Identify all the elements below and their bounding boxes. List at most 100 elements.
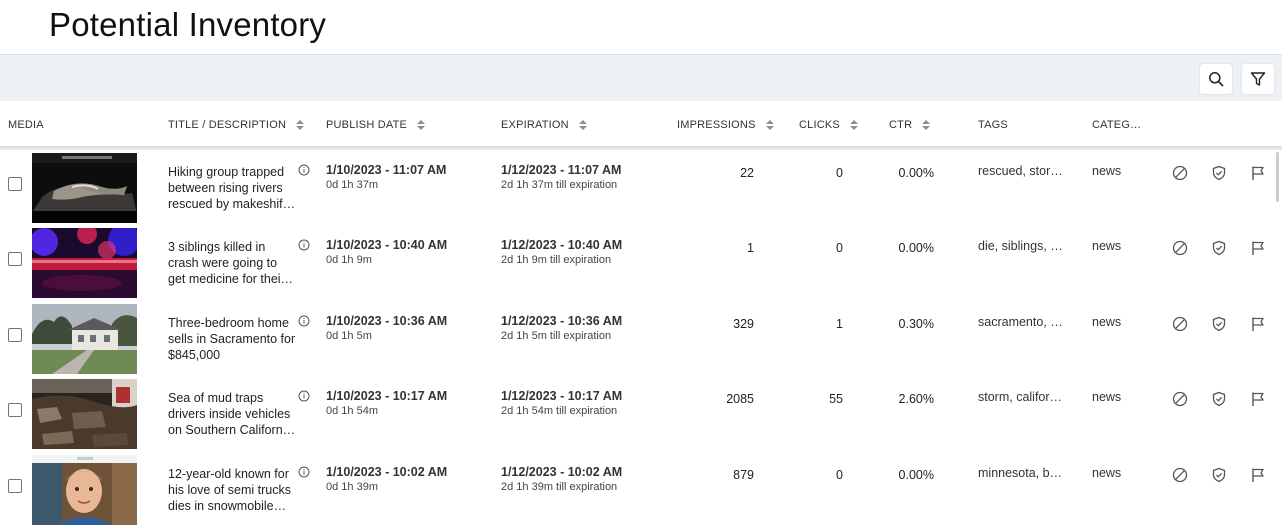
category-value: news (1092, 164, 1122, 178)
block-icon[interactable] (1172, 467, 1188, 483)
thumbnail-image[interactable] (32, 228, 137, 298)
publish-age: 0d 1h 37m (326, 179, 378, 191)
row-title[interactable]: Sea of mud traps drivers inside vehicles… (168, 391, 296, 437)
clicks-value: 1 (836, 317, 843, 331)
block-icon[interactable] (1172, 240, 1188, 256)
filter-icon (1250, 72, 1266, 86)
info-icon[interactable] (298, 466, 310, 478)
column-ctr[interactable]: CTR (889, 119, 931, 131)
category-value: news (1092, 239, 1122, 253)
expiration-date: 1/12/2023 - 11:07 AM (501, 163, 622, 177)
flag-icon[interactable] (1250, 165, 1266, 181)
ctr-value: 0.00% (898, 468, 934, 482)
table-row[interactable]: Hiking group trapped between rising rive… (0, 147, 1282, 223)
shield-check-icon[interactable] (1211, 165, 1227, 181)
column-expiration-label: EXPIRATION (501, 119, 569, 131)
column-title-label: TITLE / DESCRIPTION (168, 119, 287, 131)
info-icon[interactable] (298, 390, 310, 402)
block-icon[interactable] (1172, 165, 1188, 181)
publish-date: 1/10/2023 - 11:07 AM (326, 163, 447, 177)
filter-button[interactable] (1241, 63, 1275, 95)
expiration-remaining: 2d 1h 37m till expiration (501, 179, 618, 191)
row-checkbox[interactable] (8, 479, 22, 493)
column-media-label: MEDIA (8, 119, 44, 131)
impressions-value: 2085 (726, 392, 754, 406)
thumbnail-image[interactable] (32, 379, 137, 449)
search-button[interactable] (1199, 63, 1233, 95)
expiration-remaining: 2d 1h 54m till expiration (501, 405, 618, 417)
publish-age: 0d 1h 9m (326, 254, 372, 266)
column-category-label: CATEG… (1092, 119, 1142, 131)
expiration-date: 1/12/2023 - 10:36 AM (501, 314, 623, 328)
thumbnail-image[interactable] (32, 455, 137, 525)
column-expiration[interactable]: EXPIRATION (501, 119, 587, 131)
clicks-value: 0 (836, 166, 843, 180)
impressions-value: 329 (733, 317, 754, 331)
publish-age: 0d 1h 54m (326, 405, 378, 417)
flag-icon[interactable] (1250, 240, 1266, 256)
flag-icon[interactable] (1250, 391, 1266, 407)
category-value: news (1092, 390, 1122, 404)
block-icon[interactable] (1172, 316, 1188, 332)
info-icon[interactable] (298, 164, 310, 176)
sort-icon[interactable] (578, 120, 587, 130)
shield-check-icon[interactable] (1211, 391, 1227, 407)
table-row[interactable]: Three-bedroom home sells in Sacramento f… (0, 298, 1282, 374)
impressions-value: 22 (740, 166, 754, 180)
expiration-remaining: 2d 1h 39m till expiration (501, 481, 618, 493)
table-row[interactable]: Sea of mud traps drivers inside vehicles… (0, 373, 1282, 449)
sort-icon[interactable] (417, 120, 426, 130)
row-title[interactable]: Hiking group trapped between rising rive… (168, 165, 296, 211)
table-row[interactable]: 3 siblings killed in crash were going to… (0, 222, 1282, 298)
publish-age: 0d 1h 5m (326, 330, 372, 342)
shield-check-icon[interactable] (1211, 316, 1227, 332)
tags-value: minnesota, b… (978, 466, 1063, 480)
thumbnail-image[interactable] (32, 153, 137, 223)
table-row[interactable]: 12-year-old known for his love of semi t… (0, 449, 1282, 525)
ctr-value: 2.60% (898, 392, 934, 406)
flag-icon[interactable] (1250, 467, 1266, 483)
row-checkbox[interactable] (8, 252, 22, 266)
sort-icon[interactable] (849, 120, 858, 130)
column-media: MEDIA (8, 119, 44, 131)
category-value: news (1092, 466, 1122, 480)
table-header: MEDIA TITLE / DESCRIPTION PUBLISH DATE E… (0, 101, 1282, 147)
row-checkbox[interactable] (8, 328, 22, 342)
expiration-date: 1/12/2023 - 10:17 AM (501, 389, 623, 403)
clicks-value: 0 (836, 468, 843, 482)
shield-check-icon[interactable] (1211, 240, 1227, 256)
sort-icon[interactable] (765, 120, 774, 130)
thumbnail-image[interactable] (32, 304, 137, 374)
row-title[interactable]: Three-bedroom home sells in Sacramento f… (168, 316, 296, 362)
sort-icon[interactable] (296, 120, 305, 130)
row-checkbox[interactable] (8, 177, 22, 191)
sort-icon[interactable] (922, 120, 931, 130)
column-title[interactable]: TITLE / DESCRIPTION (168, 119, 305, 131)
column-publish-label: PUBLISH DATE (326, 119, 408, 131)
toolbar (0, 55, 1282, 101)
info-icon[interactable] (298, 239, 310, 251)
clicks-value: 0 (836, 241, 843, 255)
expiration-date: 1/12/2023 - 10:40 AM (501, 238, 623, 252)
column-impressions-label: IMPRESSIONS (677, 119, 756, 131)
row-title[interactable]: 3 siblings killed in crash were going to… (168, 240, 294, 286)
info-icon[interactable] (298, 315, 310, 327)
column-impressions[interactable]: IMPRESSIONS (677, 119, 774, 131)
vertical-scrollbar[interactable] (1276, 152, 1279, 202)
ctr-value: 0.30% (898, 317, 934, 331)
column-clicks[interactable]: CLICKS (799, 119, 858, 131)
column-tags: TAGS (978, 119, 1008, 131)
column-publish-date[interactable]: PUBLISH DATE (326, 119, 426, 131)
category-value: news (1092, 315, 1122, 329)
impressions-value: 1 (747, 241, 754, 255)
search-icon (1209, 72, 1224, 87)
tags-value: sacramento, … (978, 315, 1063, 329)
flag-icon[interactable] (1250, 316, 1266, 332)
publish-age: 0d 1h 39m (326, 481, 378, 493)
row-checkbox[interactable] (8, 403, 22, 417)
block-icon[interactable] (1172, 391, 1188, 407)
header-divider (0, 146, 1282, 150)
title-divider (0, 54, 1282, 55)
shield-check-icon[interactable] (1211, 467, 1227, 483)
row-title[interactable]: 12-year-old known for his love of semi t… (168, 467, 291, 513)
